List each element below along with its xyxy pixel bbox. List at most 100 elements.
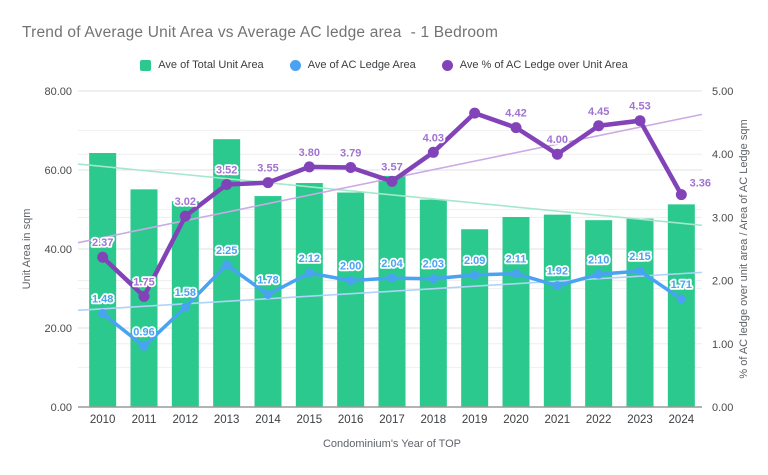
ac-ledge-point-2010[interactable] bbox=[98, 308, 108, 318]
left-axis-tick: 20.00 bbox=[44, 323, 72, 335]
ac-ledge-point-2015[interactable] bbox=[304, 268, 314, 278]
x-axis-tick: 2022 bbox=[586, 414, 612, 426]
pct-ac-ledge-label-2018: 4.03 bbox=[423, 132, 444, 144]
right-axis-tick: 2.00 bbox=[712, 276, 733, 288]
x-axis-tick: 2020 bbox=[503, 414, 529, 426]
bar-2021[interactable] bbox=[543, 214, 571, 407]
right-axis-tick: 3.00 bbox=[712, 212, 733, 224]
pct-ac-ledge-point-2013[interactable] bbox=[221, 179, 233, 191]
legend-item-2[interactable]: Ave of AC Ledge Area bbox=[289, 59, 416, 71]
ac-ledge-label-2013: 2.25 bbox=[216, 245, 237, 257]
legend-item-1[interactable]: Ave of Total Unit Area bbox=[140, 59, 264, 71]
pct-ac-ledge-label-2016: 3.79 bbox=[340, 147, 361, 159]
ac-ledge-label-2022: 2.10 bbox=[588, 254, 609, 266]
ac-ledge-label-2012: 1.58 bbox=[175, 287, 196, 299]
pct-ac-ledge-point-2016[interactable] bbox=[345, 161, 357, 173]
legend-item-label: Ave of Total Unit Area bbox=[158, 59, 264, 71]
bar-2019[interactable] bbox=[461, 229, 489, 407]
ac-ledge-point-2024[interactable] bbox=[676, 294, 686, 304]
right-axis-tick: 1.00 bbox=[712, 339, 733, 351]
bar-2018[interactable] bbox=[419, 199, 447, 407]
ac-ledge-point-2011[interactable] bbox=[139, 341, 149, 351]
chart-title: Trend of Average Unit Area vs Average AC… bbox=[22, 24, 499, 41]
x-axis-tick: 2011 bbox=[132, 414, 157, 426]
bar-2016[interactable] bbox=[337, 192, 365, 407]
ac-ledge-label-2023: 2.15 bbox=[629, 251, 650, 263]
right-axis-tick: 4.00 bbox=[712, 149, 733, 161]
pct-ac-ledge-point-2017[interactable] bbox=[386, 175, 398, 187]
x-axis-tick: 2019 bbox=[462, 414, 488, 426]
pct-ac-ledge-point-2010[interactable] bbox=[97, 251, 109, 263]
ac-ledge-point-2013[interactable] bbox=[222, 260, 232, 270]
pct-ac-ledge-label-2011: 1.75 bbox=[133, 276, 154, 288]
ac-ledge-label-2011: 0.96 bbox=[133, 326, 154, 338]
pct-ac-ledge-label-2020: 4.42 bbox=[505, 108, 526, 120]
ac-ledge-point-2019[interactable] bbox=[470, 270, 480, 280]
x-axis-tick: 2016 bbox=[338, 414, 364, 426]
pct-ac-ledge-label-2012: 3.02 bbox=[175, 196, 196, 208]
ac-ledge-label-2020: 2.11 bbox=[506, 254, 527, 266]
legend-item-label: Ave % of AC Ledge over Unit Area bbox=[459, 59, 628, 71]
bar-2014[interactable] bbox=[254, 196, 282, 407]
ac-ledge-label-2018: 2.03 bbox=[423, 259, 444, 271]
x-axis-tick: 2015 bbox=[297, 414, 323, 426]
ac-ledge-label-2017: 2.04 bbox=[381, 258, 403, 270]
x-axis-tick: 2010 bbox=[90, 414, 116, 426]
x-axis-tick: 2013 bbox=[214, 414, 240, 426]
x-axis-tick: 2021 bbox=[545, 414, 571, 426]
pct-ac-ledge-point-2014[interactable] bbox=[262, 177, 274, 189]
x-axis-tick: 2012 bbox=[173, 414, 199, 426]
ac-ledge-point-2012[interactable] bbox=[180, 302, 190, 312]
trendline-total-unit-area bbox=[77, 163, 703, 227]
pct-ac-ledge-label-2021: 4.00 bbox=[547, 134, 568, 146]
ac-ledge-label-2010: 1.48 bbox=[92, 293, 113, 305]
left-axis-tick: 80.00 bbox=[44, 86, 72, 98]
pct-ac-ledge-point-2015[interactable] bbox=[303, 161, 315, 173]
pct-ac-ledge-point-2023[interactable] bbox=[634, 115, 646, 127]
pct-ac-ledge-point-2011[interactable] bbox=[138, 290, 150, 302]
bar-2023[interactable] bbox=[626, 218, 654, 407]
bar-2020[interactable] bbox=[502, 217, 530, 407]
legend-item-3[interactable]: Ave % of AC Ledge over Unit Area bbox=[441, 59, 628, 71]
bar-2010[interactable] bbox=[89, 153, 117, 407]
right-axis-tick: 0.00 bbox=[712, 402, 733, 414]
ac-ledge-point-2018[interactable] bbox=[428, 274, 438, 284]
right-axis-title: % of AC ledge over unit area / Area of A… bbox=[738, 119, 750, 378]
pct-ac-ledge-label-2022: 4.45 bbox=[588, 106, 609, 118]
pct-ac-ledge-point-2020[interactable] bbox=[510, 122, 522, 134]
ac-ledge-point-2023[interactable] bbox=[635, 266, 645, 276]
ac-ledge-label-2024: 1.71 bbox=[671, 279, 692, 291]
ac-ledge-point-2022[interactable] bbox=[594, 269, 604, 279]
pct-ac-ledge-point-2024[interactable] bbox=[675, 189, 687, 201]
legend-circle-marker bbox=[441, 59, 453, 71]
pct-ac-ledge-label-2023: 4.53 bbox=[629, 101, 650, 113]
legend: Ave of Total Unit Area Ave of AC Ledge Ar… bbox=[0, 59, 768, 71]
legend-item-label: Ave of AC Ledge Area bbox=[307, 59, 416, 71]
left-axis-tick: 0.00 bbox=[51, 402, 72, 414]
x-axis-tick: 2014 bbox=[255, 414, 281, 426]
bar-2024[interactable] bbox=[667, 204, 695, 407]
legend-circle-marker bbox=[289, 59, 301, 71]
pct-ac-ledge-point-2022[interactable] bbox=[593, 120, 605, 132]
ac-ledge-point-2017[interactable] bbox=[387, 273, 397, 283]
pct-ac-ledge-label-2014: 3.55 bbox=[257, 163, 278, 175]
x-axis-tick: 2023 bbox=[627, 414, 653, 426]
pct-ac-ledge-point-2018[interactable] bbox=[427, 146, 439, 158]
ac-ledge-label-2019: 2.09 bbox=[464, 255, 485, 267]
pct-ac-ledge-point-2019[interactable] bbox=[469, 107, 481, 119]
pct-ac-ledge-point-2021[interactable] bbox=[551, 148, 563, 160]
ac-ledge-point-2016[interactable] bbox=[346, 276, 356, 286]
bar-2022[interactable] bbox=[585, 220, 613, 407]
pct-ac-ledge-point-2012[interactable] bbox=[179, 210, 191, 222]
ac-ledge-label-2014: 1.78 bbox=[257, 275, 278, 287]
ac-ledge-label-2015: 2.12 bbox=[299, 253, 320, 265]
ac-ledge-label-2016: 2.00 bbox=[340, 261, 361, 273]
x-axis-tick: 2024 bbox=[669, 414, 695, 426]
ac-ledge-point-2020[interactable] bbox=[511, 269, 521, 279]
ac-ledge-point-2014[interactable] bbox=[263, 290, 273, 300]
ac-ledge-point-2021[interactable] bbox=[552, 281, 562, 291]
pct-ac-ledge-label-2010: 2.37 bbox=[92, 237, 113, 249]
x-axis-tick: 2017 bbox=[379, 414, 405, 426]
